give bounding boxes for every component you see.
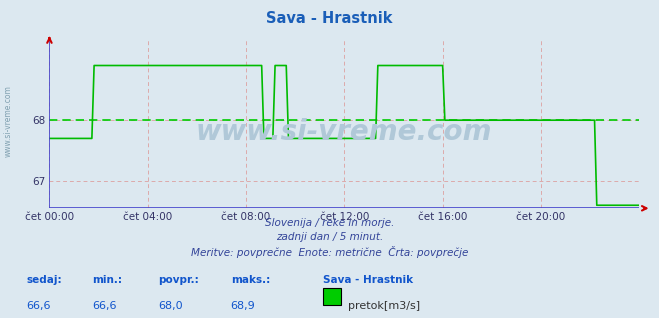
Text: Slovenija / reke in morje.: Slovenija / reke in morje.: [265, 218, 394, 228]
Text: sedaj:: sedaj:: [26, 275, 62, 285]
Text: 68,0: 68,0: [158, 301, 183, 310]
Text: maks.:: maks.:: [231, 275, 270, 285]
Text: Meritve: povprečne  Enote: metrične  Črta: povprečje: Meritve: povprečne Enote: metrične Črta:…: [191, 246, 468, 259]
Text: pretok[m3/s]: pretok[m3/s]: [348, 301, 420, 310]
Text: zadnji dan / 5 minut.: zadnji dan / 5 minut.: [276, 232, 383, 242]
Text: Sava - Hrastnik: Sava - Hrastnik: [323, 275, 413, 285]
Text: povpr.:: povpr.:: [158, 275, 199, 285]
Text: 66,6: 66,6: [92, 301, 117, 310]
Text: min.:: min.:: [92, 275, 123, 285]
Text: 66,6: 66,6: [26, 301, 51, 310]
Text: www.si-vreme.com: www.si-vreme.com: [196, 118, 492, 146]
Text: www.si-vreme.com: www.si-vreme.com: [3, 85, 13, 157]
Text: Sava - Hrastnik: Sava - Hrastnik: [266, 11, 393, 26]
Text: 68,9: 68,9: [231, 301, 256, 310]
